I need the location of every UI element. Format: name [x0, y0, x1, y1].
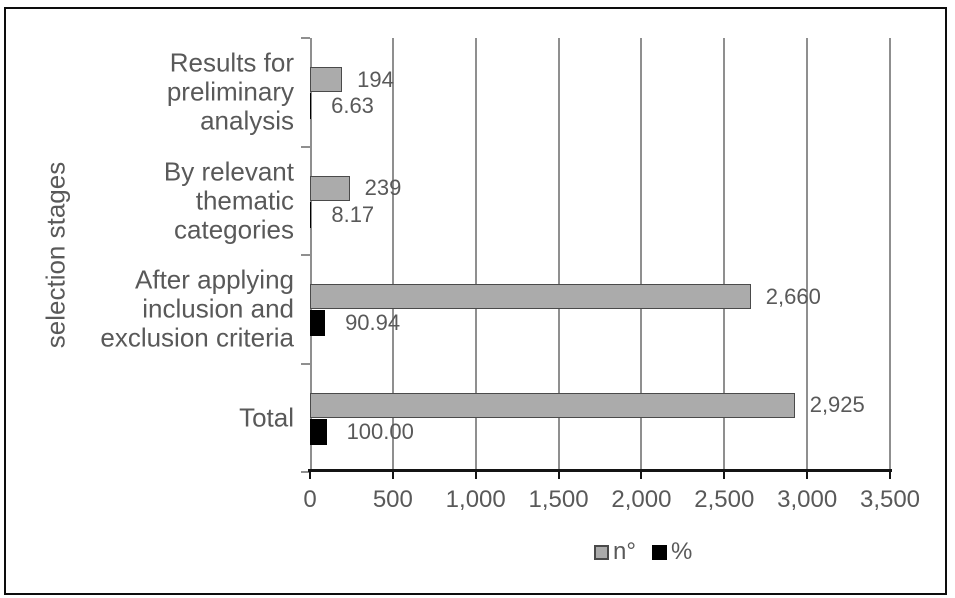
x-axis-tick	[723, 472, 726, 479]
y-axis-tick	[301, 471, 310, 473]
x-axis-tick-label: 0	[303, 486, 317, 513]
bar-count-label: 2,925	[809, 392, 865, 417]
bar-percent-label: 8.17	[331, 201, 375, 227]
plot-area: 194 6.63 239 8.17 2,660 90.94 2,925 100.00 0 500 1…	[301, 37, 920, 513]
bar-count	[310, 175, 350, 201]
bar-count	[310, 392, 795, 418]
legend-label-pct: %	[670, 538, 693, 565]
bar-count-label: 194	[357, 66, 394, 92]
legend: n° %	[594, 537, 692, 567]
bar-percent	[310, 310, 326, 336]
category-label: Total	[239, 402, 294, 433]
category-label: After applying inclusion and exclusion c…	[100, 264, 294, 353]
bar-percent-label: 6.63	[331, 93, 374, 118]
legend-label-n: n°	[613, 538, 636, 565]
gridline	[806, 38, 809, 472]
bar-count-label: 239	[364, 175, 402, 200]
x-axis-tick	[640, 472, 643, 479]
x-axis-line	[308, 469, 892, 472]
x-axis-tick-label: 2,500	[694, 486, 755, 513]
gridline	[391, 38, 394, 472]
x-axis-tick-label: 1,000	[445, 486, 506, 513]
gridline	[889, 38, 891, 472]
x-axis-tick	[391, 472, 394, 479]
x-axis-tick	[806, 472, 809, 479]
x-axis-tick	[557, 472, 560, 479]
bar-percent-label: 100.00	[346, 418, 414, 444]
x-axis-tick-label: 3,500	[859, 486, 921, 513]
category-label: Results for preliminary analysis	[166, 47, 294, 136]
bar-percent	[310, 418, 327, 445]
x-axis-tick	[309, 472, 311, 479]
category-label: By relevant thematic categories	[163, 156, 294, 245]
legend-swatch-n	[594, 544, 609, 560]
y-axis-tick	[301, 145, 310, 148]
x-axis-tick	[889, 472, 891, 479]
gridline	[723, 38, 726, 472]
x-axis-tick	[474, 472, 477, 479]
gridline	[640, 38, 643, 472]
bar-count-label: 2,660	[765, 283, 821, 309]
y-axis-tick	[301, 37, 310, 39]
y-axis-tick	[301, 254, 310, 256]
legend-swatch-pct	[651, 544, 667, 560]
y-axis-line	[310, 38, 312, 472]
x-axis-tick-label: 1,500	[528, 486, 589, 513]
x-axis-tick-label: 2,000	[611, 486, 672, 513]
gridline	[557, 38, 560, 472]
bar-percent	[310, 201, 312, 228]
x-axis-tick-label: 500	[372, 486, 413, 513]
x-axis-tick-label: 3,000	[777, 486, 838, 513]
gridline	[474, 38, 477, 472]
bar-percent	[310, 93, 312, 119]
y-axis-tick	[301, 362, 310, 365]
bar-count	[310, 284, 751, 309]
bar-percent-label: 90.94	[345, 310, 401, 335]
bar-count	[310, 67, 343, 92]
chart-border	[4, 7, 947, 595]
